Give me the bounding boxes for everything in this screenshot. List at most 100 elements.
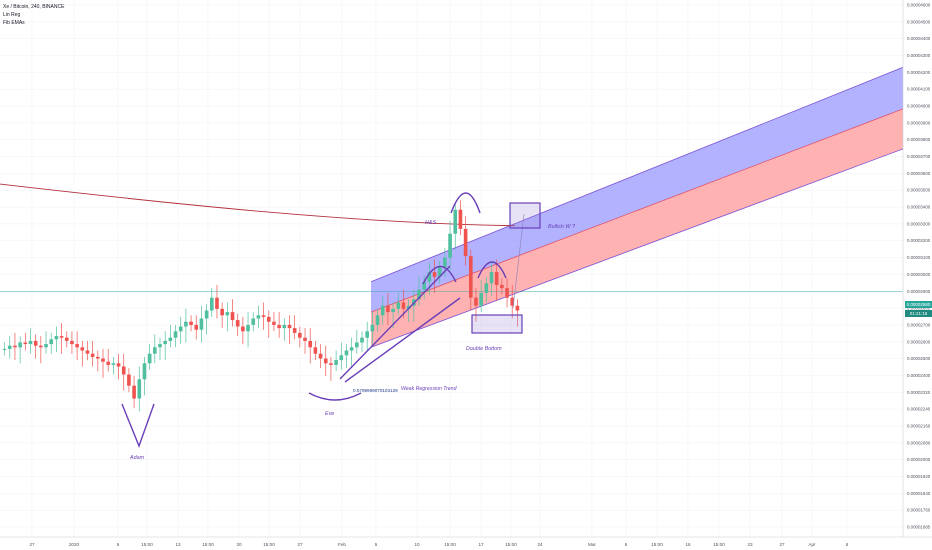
price-axis-tick-label: 0.00002700 bbox=[907, 322, 931, 327]
annotation-drawings: Adam Eve 0.5799999070103129 Weak Regression… bbox=[121, 192, 575, 461]
candle-body bbox=[204, 310, 209, 319]
candle-body bbox=[458, 209, 463, 229]
candle-body bbox=[90, 353, 95, 357]
candle-body bbox=[18, 342, 22, 348]
price-axis-tick-label: 0.00002600 bbox=[907, 339, 931, 344]
candle-body bbox=[370, 324, 375, 332]
price-axis-tick-label: 0.00003600 bbox=[907, 171, 931, 176]
price-axis-tick-label: 0.00003900 bbox=[907, 120, 931, 125]
head-arc bbox=[450, 192, 481, 214]
time-axis-tick-label: 6 bbox=[846, 542, 849, 547]
price-axis-bg bbox=[903, 0, 932, 550]
time-axis-tick-label: 5 bbox=[625, 542, 628, 547]
rising-wedge-lower bbox=[344, 297, 461, 383]
candle-body bbox=[298, 332, 302, 338]
candle-body bbox=[417, 289, 421, 300]
price-axis-tick-label: 0.00004400 bbox=[907, 36, 931, 41]
candle-body bbox=[116, 363, 121, 367]
candle-body bbox=[500, 284, 504, 289]
price-axis-tick-label: 0.00001760 bbox=[907, 508, 931, 513]
eve-label: Eve bbox=[325, 411, 334, 417]
candle-body bbox=[292, 328, 297, 333]
price-axis-tick-label: 0.00002900 bbox=[907, 289, 931, 294]
price-axis-tick-label: 0.00002080 bbox=[907, 440, 931, 445]
candle-body bbox=[432, 272, 437, 277]
candle-body bbox=[220, 308, 224, 316]
candle-body bbox=[215, 297, 219, 309]
candle-body bbox=[23, 342, 28, 345]
hs-label: H&S bbox=[425, 220, 436, 226]
time-axis-tick-label: 15:00 bbox=[651, 542, 663, 547]
candle-body bbox=[437, 267, 442, 277]
candle-body bbox=[375, 315, 380, 325]
candle-body bbox=[59, 336, 64, 338]
price-axis-tick-label: 0.00001840 bbox=[907, 491, 931, 496]
candle-body bbox=[401, 302, 406, 309]
time-axis-tick-label: 13 bbox=[175, 542, 181, 547]
time-axis-tick-label: 15:00 bbox=[263, 542, 275, 547]
candle-body bbox=[132, 385, 136, 399]
candle-body bbox=[96, 356, 100, 359]
candle-body bbox=[443, 257, 447, 268]
price-axis-tick-label: 0.00004100 bbox=[907, 87, 931, 92]
double-bottom-label: Double Bottom bbox=[466, 346, 502, 352]
weak-regression-label: Weak Regression Trend bbox=[401, 386, 458, 392]
candle-body bbox=[474, 297, 478, 306]
candle-body bbox=[189, 321, 193, 325]
candle-body bbox=[246, 324, 250, 332]
candle-body bbox=[127, 374, 131, 386]
candle-body bbox=[235, 320, 240, 327]
regression-lower-band bbox=[371, 108, 903, 348]
candle-body bbox=[380, 305, 385, 316]
time-axis-tick-label: 27 bbox=[29, 542, 35, 547]
candle-body bbox=[391, 308, 395, 313]
candle-body bbox=[85, 350, 90, 354]
candle-body bbox=[318, 353, 323, 359]
price-axis-tick-label: 0.00003800 bbox=[907, 137, 931, 142]
candle-body bbox=[101, 358, 105, 362]
time-axis-tick-label: 16 bbox=[685, 542, 691, 547]
adam-v-shape bbox=[121, 403, 155, 448]
candle-body bbox=[339, 355, 344, 361]
price-axis-tick-label: 0.00002000 bbox=[907, 457, 931, 462]
time-axis-tick-label: 15:00 bbox=[713, 542, 725, 547]
candle-body bbox=[7, 345, 12, 349]
current-price-value: 0.00002980 bbox=[906, 302, 931, 307]
candle-body bbox=[422, 281, 426, 290]
candle-body bbox=[44, 344, 48, 348]
regression-upper-line bbox=[370, 66, 904, 283]
regression-channel bbox=[0, 66, 904, 348]
price-axis-tick-label: 0.00002320 bbox=[907, 390, 931, 395]
candle-body bbox=[313, 347, 318, 354]
candle-body bbox=[2, 348, 7, 350]
candle-body bbox=[70, 340, 74, 345]
candle-body bbox=[251, 318, 256, 325]
right-shoulder-arc bbox=[477, 261, 507, 279]
price-axis-tick-label: 0.00004600 bbox=[907, 3, 931, 8]
bullish-target-box bbox=[509, 202, 541, 229]
candle-body bbox=[505, 288, 509, 298]
price-axis-tick-label: 0.00002400 bbox=[907, 373, 931, 378]
price-axis-tick-label: 0.00004300 bbox=[907, 53, 931, 58]
time-axis-bg bbox=[0, 537, 932, 550]
candle-body bbox=[106, 361, 111, 365]
candle-body bbox=[163, 340, 167, 345]
candle-body bbox=[329, 363, 333, 365]
indicator-lin-reg[interactable]: Lin Reg bbox=[3, 12, 21, 18]
candle-body bbox=[168, 337, 173, 341]
fib-ema-line bbox=[0, 183, 516, 227]
indicator-fib-emas[interactable]: Fib EMAs bbox=[3, 20, 25, 26]
price-axis-tick-label: 0.00003200 bbox=[907, 238, 931, 243]
candle-body bbox=[344, 350, 349, 356]
candle-body bbox=[147, 353, 152, 364]
candle-body bbox=[28, 340, 33, 345]
candle-body bbox=[173, 331, 178, 338]
candle-body bbox=[194, 324, 199, 330]
time-axis-tick-label: 17 bbox=[478, 542, 484, 547]
candle-body bbox=[323, 358, 328, 364]
time-axis-tick-label: 2020 bbox=[69, 542, 80, 547]
symbol-title[interactable]: Xe / Bitcoin, 240, BINANCE bbox=[3, 4, 65, 10]
candle-body bbox=[199, 318, 204, 330]
countdown-value: 01:21:18 bbox=[909, 311, 928, 316]
